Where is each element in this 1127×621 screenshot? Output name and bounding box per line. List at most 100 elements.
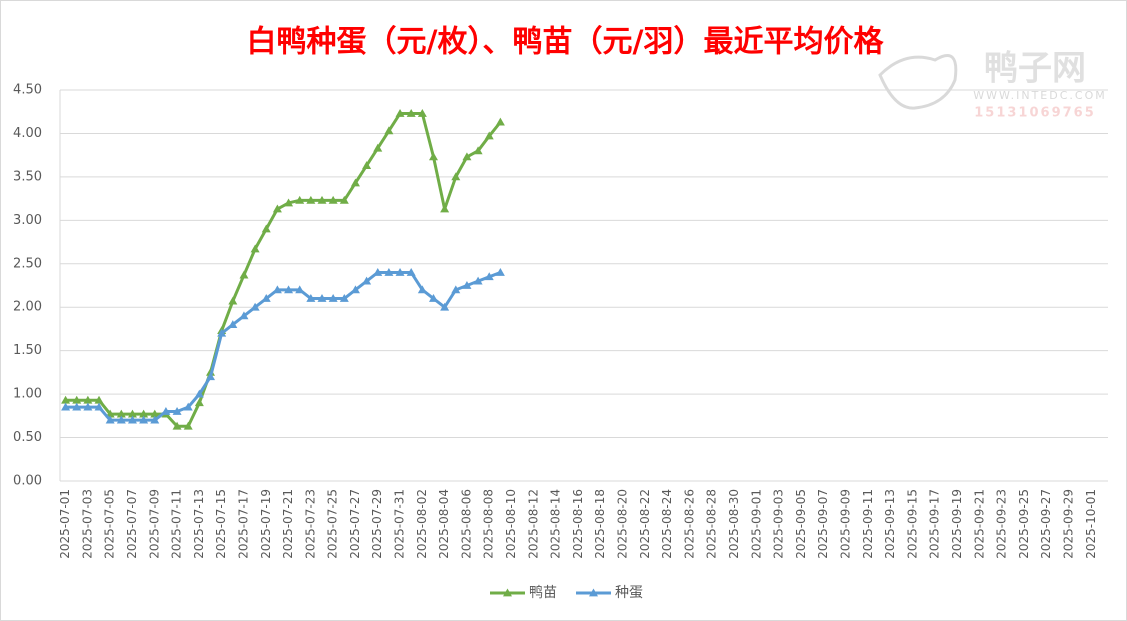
data-point bbox=[462, 152, 472, 161]
x-tick-label: 2025-07-07 bbox=[125, 489, 139, 559]
legend-label: 种蛋 bbox=[615, 585, 643, 601]
data-point bbox=[161, 406, 171, 415]
data-point bbox=[139, 409, 149, 418]
data-point bbox=[194, 389, 204, 398]
x-tick-label: 2025-07-31 bbox=[393, 489, 407, 559]
data-point bbox=[116, 409, 126, 418]
y-tick-label: 2.50 bbox=[13, 256, 42, 271]
data-point bbox=[239, 270, 249, 279]
data-point bbox=[172, 406, 182, 415]
data-point bbox=[417, 108, 427, 117]
data-point bbox=[72, 395, 82, 404]
data-point bbox=[306, 294, 316, 302]
data-point bbox=[172, 421, 182, 430]
x-tick-label: 2025-09-21 bbox=[972, 489, 986, 559]
x-tick-label: 2025-07-03 bbox=[80, 489, 94, 559]
x-tick-label: 2025-08-08 bbox=[482, 489, 496, 559]
series-line bbox=[65, 111, 502, 428]
data-point bbox=[295, 285, 305, 294]
x-tick-label: 2025-07-17 bbox=[236, 489, 250, 559]
y-tick-label: 2.00 bbox=[13, 300, 42, 315]
x-tick-label: 2025-09-01 bbox=[749, 489, 763, 559]
data-point bbox=[72, 402, 82, 411]
x-tick-label: 2025-09-05 bbox=[794, 489, 808, 559]
data-point bbox=[317, 195, 327, 204]
data-point bbox=[228, 320, 238, 328]
data-point bbox=[495, 117, 505, 126]
data-point bbox=[284, 285, 294, 294]
series-line bbox=[65, 270, 501, 422]
data-point bbox=[306, 195, 316, 204]
y-tick-label: 1.00 bbox=[13, 387, 42, 402]
y-tick-label: 4.50 bbox=[13, 83, 42, 98]
data-point bbox=[328, 294, 338, 302]
x-tick-label: 2025-07-21 bbox=[281, 489, 295, 559]
data-point bbox=[440, 302, 450, 311]
data-point bbox=[350, 178, 360, 187]
data-point bbox=[484, 131, 494, 140]
x-tick-label: 2025-08-20 bbox=[616, 489, 630, 559]
data-point bbox=[339, 195, 349, 204]
data-point bbox=[451, 172, 461, 181]
data-point bbox=[61, 395, 71, 404]
data-point bbox=[250, 302, 260, 311]
data-point bbox=[428, 152, 438, 161]
data-point bbox=[495, 267, 505, 276]
data-point bbox=[228, 296, 238, 305]
watermark-url: WWW.INTEDC.COM bbox=[973, 89, 1106, 102]
data-point bbox=[440, 204, 450, 213]
data-point bbox=[250, 244, 260, 253]
x-tick-label: 2025-09-27 bbox=[1039, 489, 1053, 559]
legend-marker bbox=[589, 588, 598, 597]
x-tick-label: 2025-08-06 bbox=[459, 489, 473, 559]
data-point bbox=[150, 409, 160, 418]
x-tick-label: 2025-07-25 bbox=[326, 489, 340, 559]
data-point bbox=[417, 285, 427, 294]
x-tick-label: 2025-08-04 bbox=[437, 489, 451, 559]
x-tick-label: 2025-08-28 bbox=[705, 489, 719, 559]
data-point bbox=[362, 161, 372, 169]
x-tick-label: 2025-08-18 bbox=[593, 489, 607, 559]
x-tick-label: 2025-09-23 bbox=[995, 489, 1009, 559]
data-point bbox=[261, 294, 271, 302]
data-point bbox=[284, 198, 294, 207]
watermark: 鸭子网 WWW.INTEDC.COM 15131069765 bbox=[878, 49, 1106, 121]
x-tick-label: 2025-08-30 bbox=[727, 489, 741, 559]
data-point bbox=[150, 415, 160, 424]
x-tick-label: 2025-07-05 bbox=[103, 489, 117, 559]
data-point bbox=[484, 272, 494, 281]
x-tick-label: 2025-09-19 bbox=[950, 489, 964, 559]
x-tick-label: 2025-07-09 bbox=[147, 489, 161, 559]
y-tick-label: 0.50 bbox=[13, 430, 42, 445]
data-point bbox=[350, 285, 360, 294]
data-point bbox=[183, 402, 193, 411]
x-tick-label: 2025-09-03 bbox=[772, 489, 786, 559]
data-point bbox=[317, 294, 327, 302]
data-point bbox=[451, 285, 461, 294]
x-tick-label: 2025-09-17 bbox=[928, 489, 942, 559]
data-point bbox=[83, 402, 93, 411]
legend-marker bbox=[503, 588, 512, 597]
x-tick-label: 2025-09-11 bbox=[861, 489, 875, 559]
data-point bbox=[473, 146, 483, 155]
data-point bbox=[127, 409, 137, 418]
x-tick-label: 2025-08-10 bbox=[504, 489, 518, 559]
watermark-logo bbox=[878, 54, 958, 110]
data-point bbox=[127, 415, 137, 424]
x-tick-label: 2025-09-25 bbox=[1017, 489, 1031, 559]
data-point bbox=[261, 224, 271, 233]
data-point bbox=[373, 267, 383, 276]
x-tick-label: 2025-07-19 bbox=[259, 489, 273, 559]
x-tick-label: 2025-07-29 bbox=[370, 489, 384, 559]
data-point bbox=[61, 402, 71, 411]
x-tick-label: 2025-08-22 bbox=[638, 489, 652, 559]
x-tick-label: 2025-08-12 bbox=[526, 489, 540, 559]
y-tick-label: 0.00 bbox=[13, 474, 42, 489]
x-tick-label: 2025-08-16 bbox=[571, 489, 585, 559]
watermark-name: 鸭子网 bbox=[984, 49, 1086, 89]
data-point bbox=[116, 415, 126, 424]
x-tick-label: 2025-08-14 bbox=[549, 489, 563, 559]
legend-label: 鸭苗 bbox=[529, 585, 557, 601]
data-point bbox=[473, 276, 483, 285]
